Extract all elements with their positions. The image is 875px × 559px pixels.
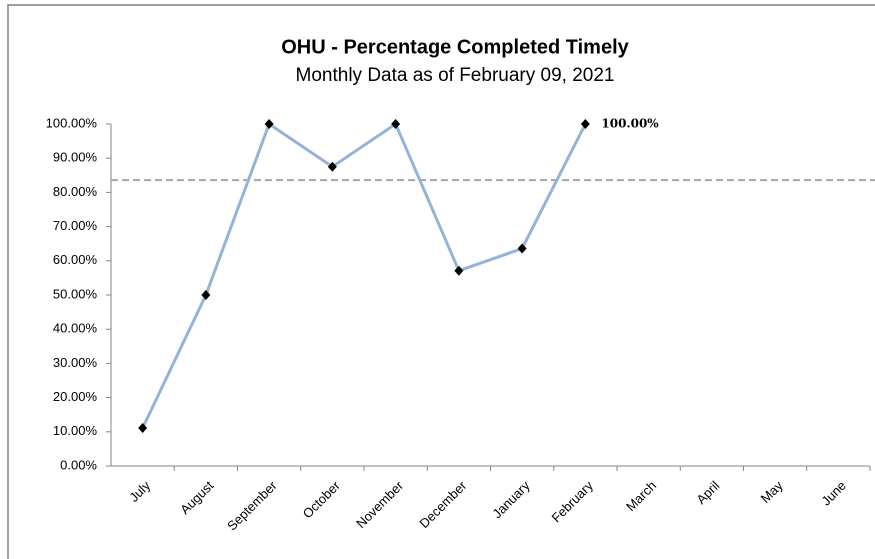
marker xyxy=(327,161,337,172)
y-tick-label: 80.00% xyxy=(53,184,98,199)
chart-title: OHU - Percentage Completed Timely xyxy=(281,36,629,58)
marker xyxy=(580,119,590,129)
chart-subtitle: Monthly Data as of February 09, 2021 xyxy=(296,65,615,86)
y-tick-label: 100.00% xyxy=(46,115,98,130)
data-label: 100.00% xyxy=(601,117,659,131)
y-tick-label: 50.00% xyxy=(53,286,98,301)
marker xyxy=(517,243,527,254)
y-tick-label: 60.00% xyxy=(53,252,98,267)
frame xyxy=(7,4,875,559)
y-tick-label: 90.00% xyxy=(53,150,98,165)
y-tick-label: 30.00% xyxy=(53,355,98,370)
y-tick-label: 10.00% xyxy=(53,423,98,438)
marker xyxy=(264,119,274,129)
marker xyxy=(201,290,211,300)
marker xyxy=(138,423,148,434)
line xyxy=(141,121,587,429)
marker xyxy=(391,119,401,129)
y-tick-label: 70.00% xyxy=(53,218,98,233)
y-tick-label: 40.00% xyxy=(53,321,98,336)
marker xyxy=(454,265,464,276)
y-tick-label: 20.00% xyxy=(53,389,98,404)
y-tick-label: 0.00% xyxy=(60,457,97,472)
